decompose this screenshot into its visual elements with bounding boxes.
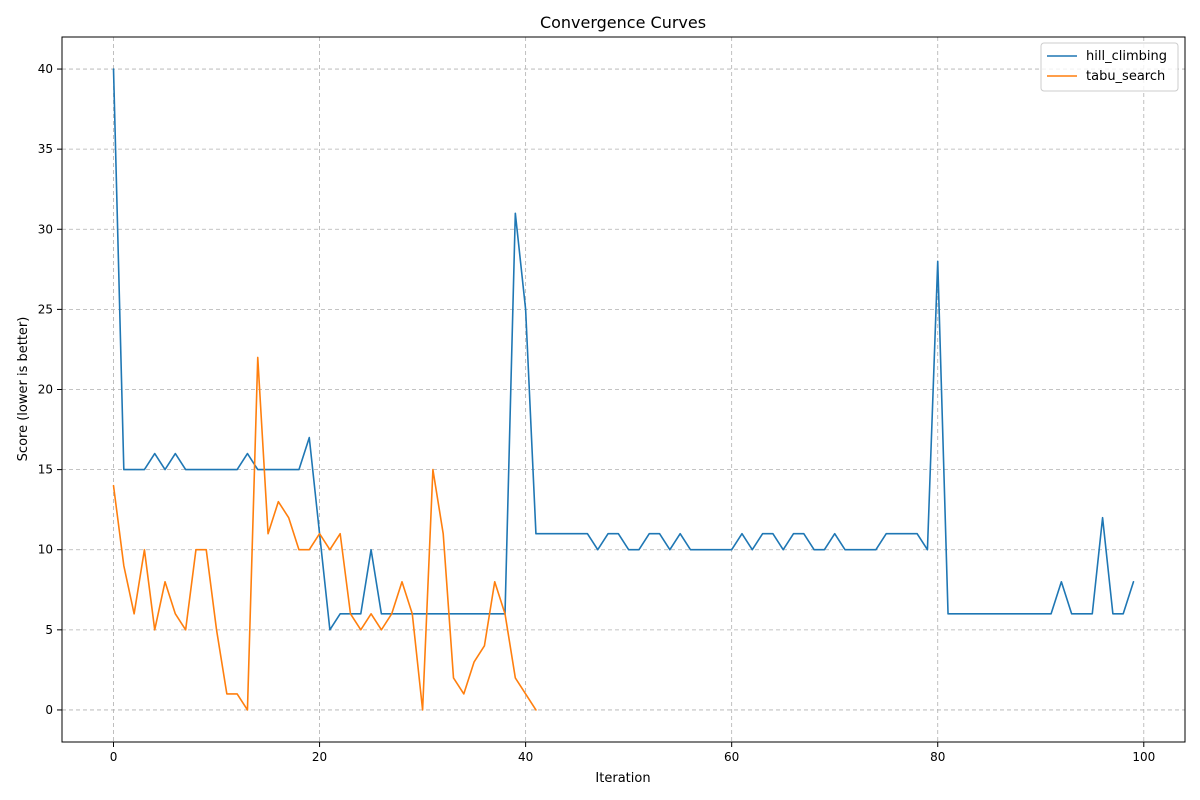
series-line-hill-climbing [112,68,1135,631]
x-tick-label: 20 [312,750,327,764]
y-tick-label: 40 [38,62,53,76]
legend: hill_climbing tabu_search [1040,42,1179,92]
legend-box [1040,42,1179,92]
series-line-tabu-search [112,356,537,711]
x-axis-ticks: 0 20 40 60 80 100 [110,742,1155,764]
legend-label-tabu-search: tabu_search [1086,69,1165,84]
y-tick-label: 0 [45,703,53,717]
y-tick-label: 10 [38,543,53,557]
x-tick-label: 0 [110,750,118,764]
chart-title: Convergence Curves [540,13,706,32]
y-tick-label: 20 [38,383,53,397]
series-layer [112,68,1135,711]
y-tick-label: 35 [38,142,53,156]
x-tick-label: 60 [724,750,739,764]
legend-label-hill-climbing: hill_climbing [1086,49,1167,64]
grid [62,37,1185,742]
y-tick-label: 5 [45,623,53,637]
y-tick-label: 30 [38,222,53,236]
y-axis-ticks: 0 5 10 15 20 25 30 35 40 [38,62,62,717]
y-tick-label: 25 [38,302,53,316]
x-tick-label: 40 [518,750,533,764]
x-axis-label: Iteration [595,771,650,786]
x-tick-label: 100 [1132,750,1155,764]
y-axis-label: Score (lower is better) [16,317,31,462]
y-tick-label: 15 [38,463,53,477]
x-tick-label: 80 [930,750,945,764]
